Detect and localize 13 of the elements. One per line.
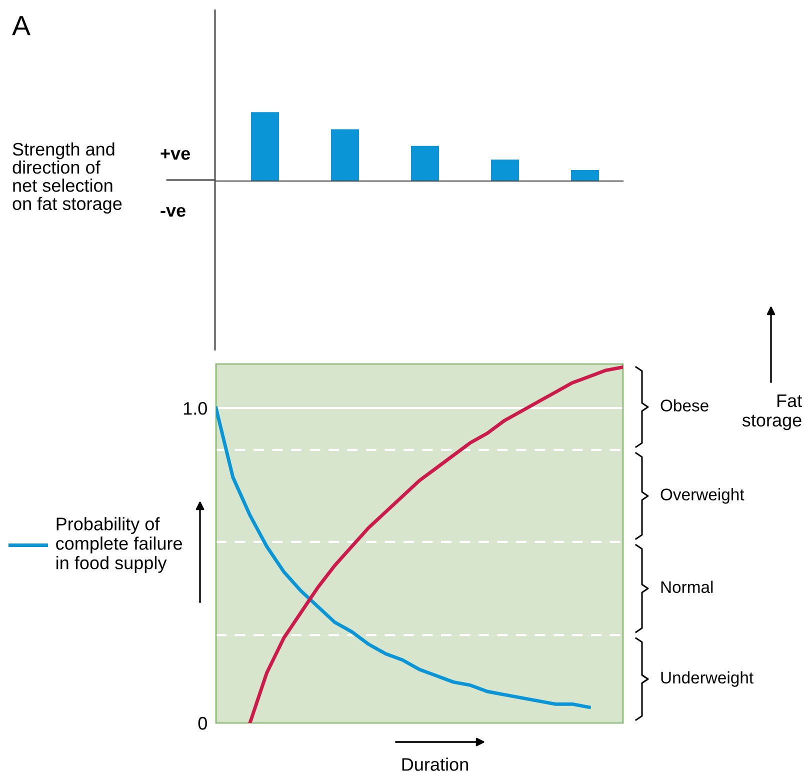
text: +ve xyxy=(160,149,190,160)
x-axis-title: Duration xyxy=(402,758,468,771)
y-tick-label: 1.0 xyxy=(184,402,207,415)
text: Fat storage xyxy=(742,394,802,430)
band-label: Underweight xyxy=(661,671,754,687)
band-label: Overweight xyxy=(660,488,744,504)
band-label: Normal xyxy=(661,580,713,594)
y-axis-title: Strength and direction of net selection on fat storage xyxy=(12,142,122,214)
legend-label: Probability of complete failure in food supply xyxy=(56,517,182,573)
text: A xyxy=(12,16,30,36)
y-tick-label: 0 xyxy=(198,716,207,730)
text: -ve xyxy=(160,206,186,217)
band-label: Obese xyxy=(660,399,708,412)
